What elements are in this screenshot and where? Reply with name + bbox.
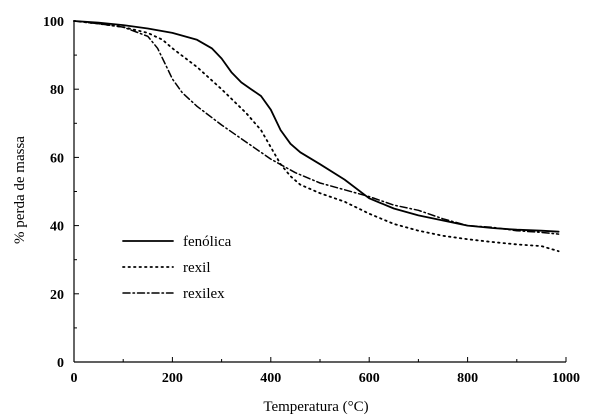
y-tick-label: 100 <box>43 15 64 30</box>
y-tick-label: 0 <box>57 356 64 371</box>
y-axis-ticks: 0 20 40 60 80 100 <box>43 15 79 371</box>
legend-label: rexilex <box>183 286 225 302</box>
x-tick-label: 0 <box>71 371 78 386</box>
legend: fenólica rexil rexilex <box>122 234 232 302</box>
x-tick-label: 600 <box>359 371 380 386</box>
series-line-rexilex <box>73 20 560 235</box>
y-tick-label: 20 <box>50 288 64 303</box>
x-tick-label: 200 <box>162 371 183 386</box>
axes <box>73 21 566 363</box>
x-axis-ticks: 0 200 400 600 800 1000 <box>71 357 580 386</box>
x-tick-label: 800 <box>457 371 478 386</box>
series-line-fenólica <box>73 20 560 233</box>
legend-label: rexil <box>183 260 211 276</box>
y-axis-title: % perda de massa <box>12 136 28 244</box>
x-tick-label: 400 <box>260 371 281 386</box>
y-tick-label: 60 <box>50 151 64 166</box>
y-tick-label: 40 <box>50 220 64 235</box>
x-tick-label: 1000 <box>552 371 580 386</box>
y-tick-label: 80 <box>50 83 64 98</box>
series-lines <box>73 20 560 253</box>
series-line-rexil <box>73 20 560 253</box>
plot-area <box>73 20 566 363</box>
x-axis-title: Temperatura (°C) <box>263 399 368 415</box>
legend-label: fenólica <box>183 234 232 250</box>
